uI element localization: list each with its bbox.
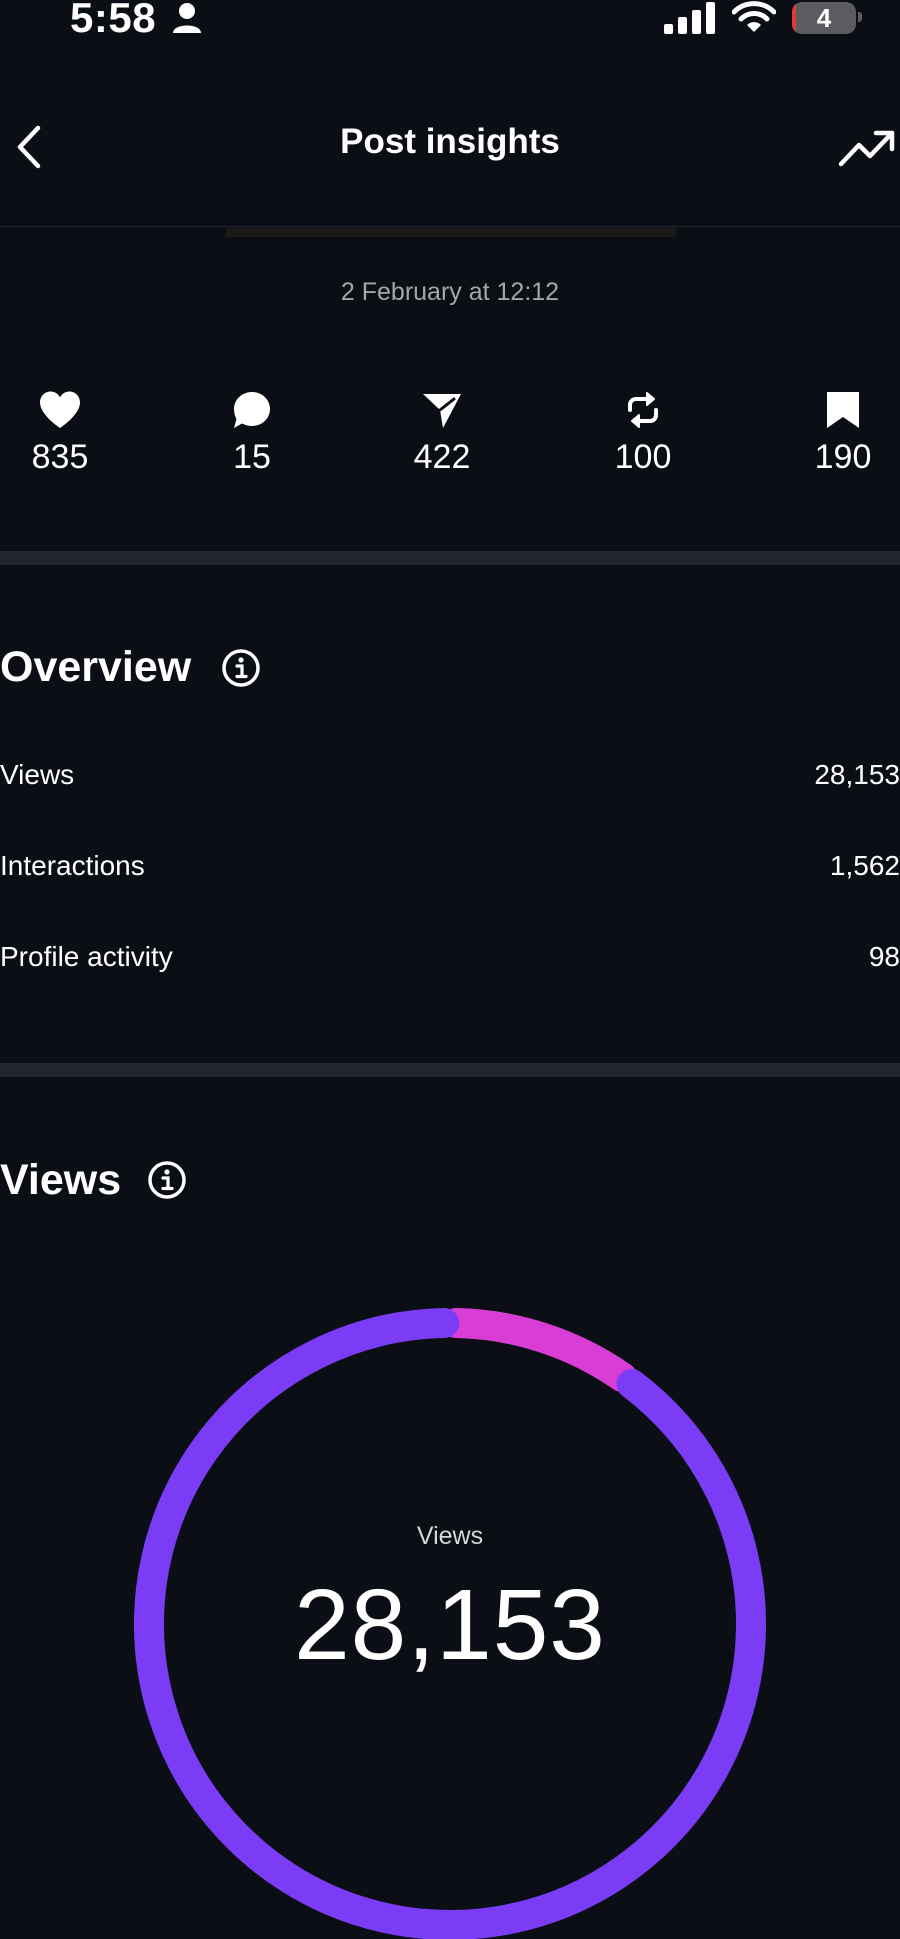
back-chevron-icon[interactable] xyxy=(12,124,46,170)
header-divider xyxy=(0,226,900,227)
metric-label: Profile activity xyxy=(0,941,173,972)
signal-icon xyxy=(664,2,715,34)
views-title: Views xyxy=(0,1156,122,1204)
stat-reposts: 100 xyxy=(563,390,723,477)
donut-center-value: 28,153 xyxy=(294,1569,606,1681)
donut-center-label: Views xyxy=(416,1522,484,1550)
battery-tip xyxy=(858,12,862,22)
donut-svg xyxy=(134,1308,766,1939)
overview-row-profile-activity[interactable]: Profile activity 98 xyxy=(0,941,900,985)
battery-level-fill xyxy=(792,2,796,34)
views-donut-chart: Views 28,153 xyxy=(0,1290,900,1939)
person-icon xyxy=(173,3,201,33)
media-preview-edge xyxy=(226,228,676,237)
battery-indicator: 4 xyxy=(792,2,856,34)
overview-row-views[interactable]: Views 28,153 xyxy=(0,759,900,803)
heart-icon xyxy=(40,391,80,428)
info-icon[interactable] xyxy=(147,1160,187,1200)
trending-up-icon[interactable] xyxy=(838,128,896,168)
stat-value: 422 xyxy=(413,438,471,476)
overview-row-interactions[interactable]: Interactions 1,562 xyxy=(0,850,900,894)
donut-segment-2 xyxy=(134,1308,766,1939)
metric-label: Views xyxy=(0,759,75,790)
post-date: 2 February at 12:12 xyxy=(340,278,560,306)
stat-saves: 190 xyxy=(763,390,900,477)
stat-shares: 422 xyxy=(362,390,522,477)
wifi-icon xyxy=(732,1,776,32)
status-time: 5:58 xyxy=(70,0,157,41)
metric-value: 1,562 xyxy=(829,850,900,881)
battery-level-label: 4 xyxy=(816,3,832,33)
engagement-stats: 835 15 422 100 190 xyxy=(0,390,900,490)
status-bar: 5:58 4 xyxy=(0,0,900,41)
bookmark-icon xyxy=(827,392,859,428)
share-icon xyxy=(423,394,461,428)
info-icon[interactable] xyxy=(221,648,261,688)
overview-title: Overview xyxy=(0,643,192,691)
stat-comments: 15 xyxy=(172,390,332,477)
metric-label: Interactions xyxy=(0,850,145,881)
stat-value: 100 xyxy=(614,438,672,476)
donut-segment-1 xyxy=(440,1308,638,1393)
page-header: Post insights xyxy=(0,100,900,196)
metric-value: 28,153 xyxy=(814,759,900,790)
repost-icon xyxy=(628,392,658,428)
metric-value: 98 xyxy=(868,941,900,972)
stat-likes: 835 xyxy=(0,390,140,477)
section-divider xyxy=(0,1063,900,1077)
stat-value: 190 xyxy=(814,438,872,476)
stat-value: 15 xyxy=(233,438,271,476)
comment-icon xyxy=(234,392,270,428)
section-divider xyxy=(0,551,900,565)
stat-value: 835 xyxy=(31,438,89,476)
page-title: Post insights xyxy=(340,122,560,161)
